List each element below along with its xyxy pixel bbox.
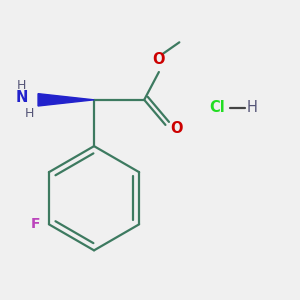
Polygon shape <box>38 94 94 106</box>
Text: H: H <box>247 100 258 115</box>
Text: H: H <box>25 107 34 120</box>
Text: H: H <box>17 79 26 92</box>
Text: Cl: Cl <box>210 100 225 115</box>
Text: F: F <box>31 217 40 231</box>
Text: N: N <box>16 90 28 105</box>
Text: O: O <box>170 121 182 136</box>
Text: O: O <box>152 52 164 67</box>
